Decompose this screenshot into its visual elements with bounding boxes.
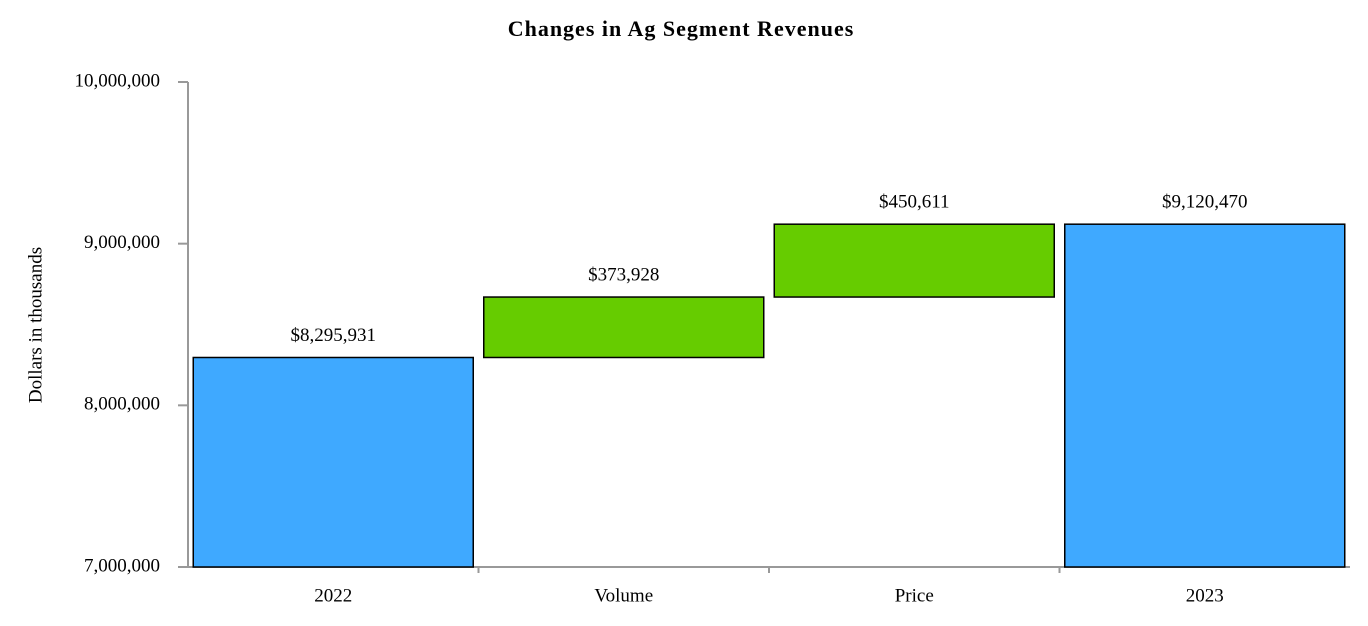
value-label: $9,120,470 — [1162, 192, 1248, 213]
y-tick-label: 10,000,000 — [75, 70, 161, 91]
y-tick-label: 9,000,000 — [84, 232, 160, 253]
y-tick-label: 8,000,000 — [84, 394, 160, 415]
x-tick-label: Price — [895, 585, 934, 606]
value-label: $8,295,931 — [291, 325, 377, 346]
y-axis-label: Dollars in thousands — [25, 247, 46, 403]
bar — [773, 223, 1055, 298]
y-tick-label: 7,000,000 — [84, 555, 160, 576]
value-label: $373,928 — [588, 264, 659, 285]
x-tick-label: 2022 — [314, 585, 352, 606]
x-tick-label: Volume — [594, 585, 653, 606]
x-tick-label: 2023 — [1186, 585, 1224, 606]
value-label: $450,611 — [879, 192, 950, 213]
bar — [483, 296, 765, 359]
bar — [192, 356, 474, 568]
bar — [1064, 223, 1346, 568]
chart-title: Changes in Ag Segment Revenues — [508, 16, 855, 41]
